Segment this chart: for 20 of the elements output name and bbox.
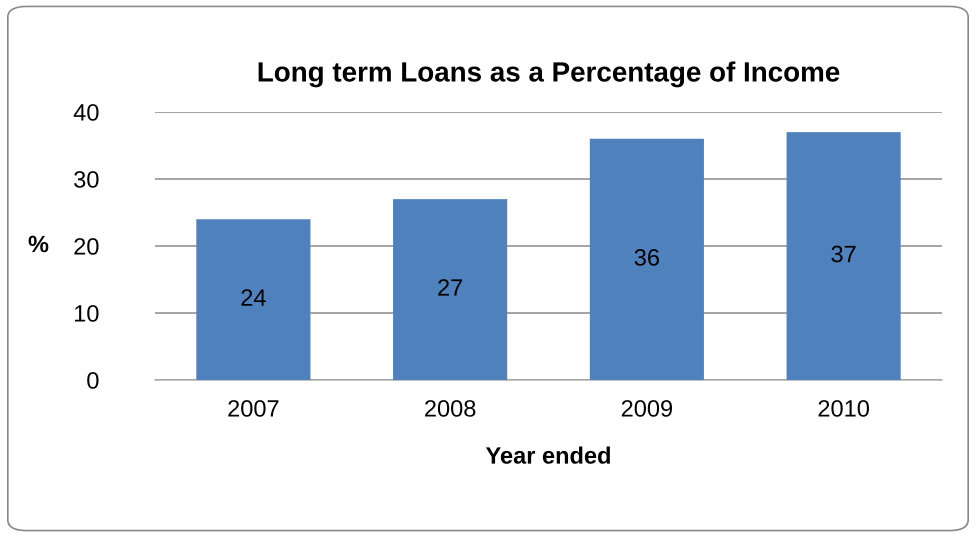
chart-title: Long term Loans as a Percentage of Income (258, 61, 840, 88)
x-tick-label: 2007 (228, 400, 278, 417)
bar (393, 199, 508, 380)
data-label: 36 (634, 249, 659, 266)
x-tick-label: 2009 (622, 400, 672, 417)
data-label: 24 (241, 289, 266, 306)
y-tick-label: 40 (74, 104, 99, 121)
y-tick-label: 0 (87, 372, 99, 389)
x-tick-label: 2008 (425, 400, 476, 417)
data-label: 27 (438, 279, 462, 296)
y-axis-title: % (28, 236, 48, 252)
bar (786, 132, 901, 380)
x-tick-label: 2010 (818, 400, 869, 417)
y-tick-label: 20 (74, 238, 99, 255)
bar (590, 138, 704, 380)
data-label: 37 (831, 246, 856, 262)
x-axis-title: Year ended (486, 446, 610, 464)
y-tick-label: 30 (74, 171, 99, 188)
bar (196, 219, 310, 380)
y-tick-label: 10 (74, 305, 99, 322)
